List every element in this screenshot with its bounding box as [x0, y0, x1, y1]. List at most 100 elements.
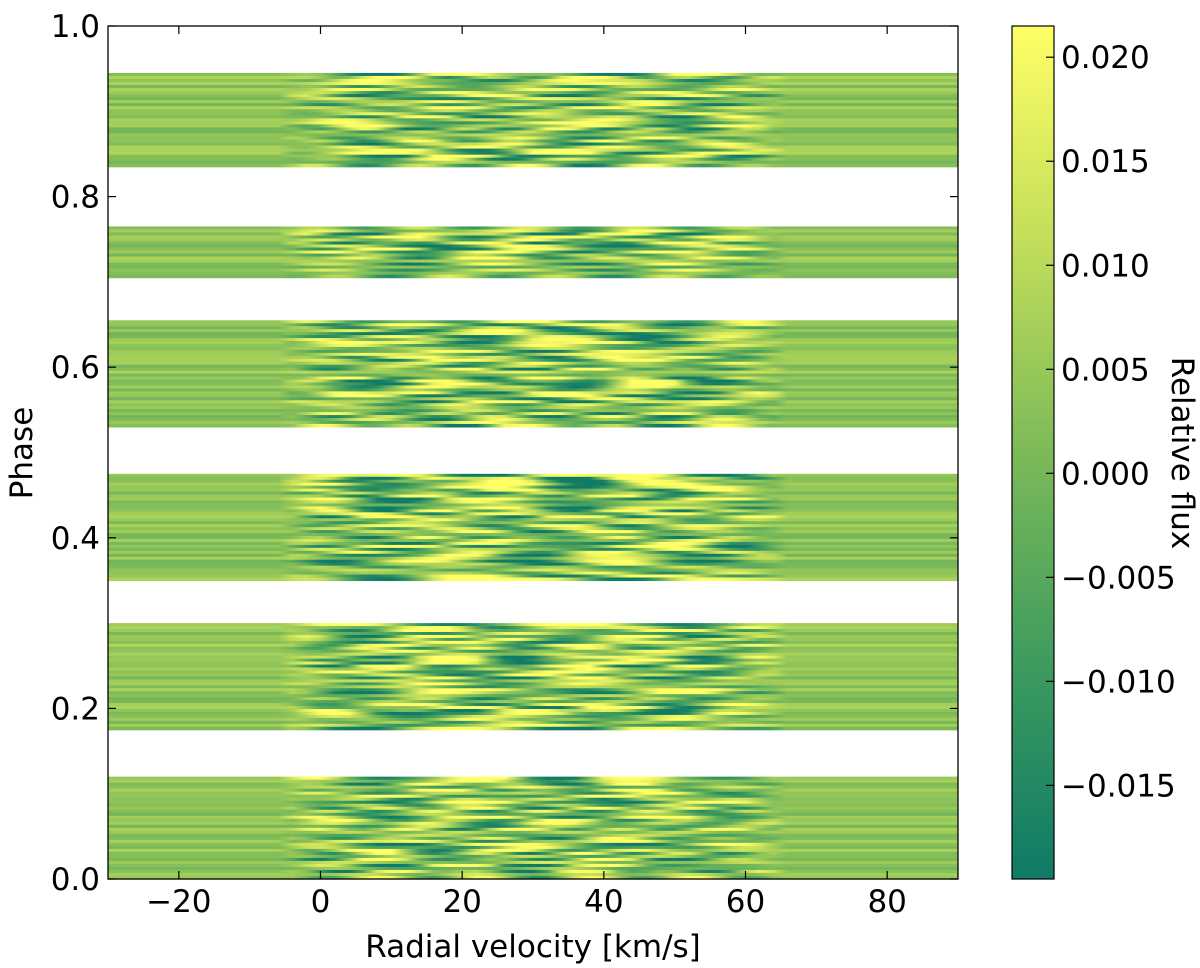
- band-5-row: [108, 121, 958, 125]
- phase-band-1: [108, 623, 958, 731]
- band-3-row: [108, 391, 958, 395]
- band-3-row: [108, 385, 958, 389]
- band-2-row: [108, 559, 958, 564]
- band-4-row: [108, 262, 958, 267]
- band-2-row: [108, 515, 958, 519]
- band-4-row: [108, 256, 958, 261]
- band-3-row: [108, 376, 958, 381]
- band-1-row: [108, 691, 958, 695]
- colorbar-tick-label: 0.015: [1061, 144, 1150, 180]
- band-4-row: [108, 229, 958, 234]
- band-3-row: [108, 423, 958, 428]
- band-5-row: [108, 94, 958, 98]
- band-1-row: [108, 673, 958, 678]
- band-0-row: [108, 803, 958, 808]
- band-3-row: [108, 397, 958, 401]
- band-3-row: [108, 343, 958, 348]
- band-3-row: [108, 415, 958, 419]
- band-1-row: [108, 685, 958, 689]
- y-tick-label: 0.4: [51, 521, 100, 557]
- band-1-row: [108, 623, 958, 627]
- band-2-row: [108, 565, 958, 570]
- band-5-row: [108, 85, 958, 89]
- band-0-row: [108, 863, 958, 868]
- band-5-row: [108, 109, 958, 113]
- band-4-row: [108, 238, 958, 243]
- band-1-row: [108, 688, 958, 692]
- band-3-row: [108, 379, 958, 384]
- band-3-row: [108, 400, 958, 404]
- band-5-row: [108, 157, 958, 162]
- band-5-row: [108, 115, 958, 119]
- band-1-row: [108, 682, 958, 686]
- band-2-row: [108, 536, 958, 540]
- band-0-row: [108, 866, 958, 871]
- phase-band-4: [108, 226, 958, 279]
- band-5-row: [108, 151, 958, 156]
- band-3-row: [108, 346, 958, 351]
- band-2-row: [108, 473, 958, 478]
- band-3-row: [108, 364, 958, 369]
- band-2-row: [108, 556, 958, 561]
- band-0-row: [108, 857, 958, 862]
- band-0-row: [108, 827, 958, 832]
- band-3-row: [108, 409, 958, 413]
- band-1-row: [108, 640, 958, 645]
- band-0-row: [108, 821, 958, 826]
- band-5-row: [108, 97, 958, 101]
- band-4-row: [108, 265, 958, 270]
- band-3-row: [108, 406, 958, 410]
- band-5-row: [108, 139, 958, 144]
- band-2-row: [108, 541, 958, 546]
- band-2-row: [108, 538, 958, 543]
- band-5-row: [108, 72, 958, 77]
- band-0-row: [108, 845, 958, 850]
- band-0-row: [108, 788, 958, 793]
- y-tick-label: 0.0: [51, 862, 100, 898]
- band-0-row: [108, 869, 958, 874]
- band-1-row: [108, 679, 958, 683]
- band-2-row: [108, 512, 958, 516]
- band-1-row: [108, 626, 958, 630]
- band-5-row: [108, 100, 958, 104]
- band-5-row: [108, 88, 958, 92]
- band-5-row: [108, 91, 958, 95]
- band-4-row: [108, 247, 958, 252]
- band-2-row: [108, 491, 958, 496]
- band-1-row: [108, 667, 958, 672]
- band-3-row: [108, 332, 958, 336]
- band-5-row: [108, 103, 958, 107]
- band-0-row: [108, 842, 958, 847]
- band-3-row: [108, 394, 958, 398]
- band-1-row: [108, 726, 958, 731]
- band-0-row: [108, 860, 958, 865]
- plot-frame: [107, 25, 959, 880]
- band-2-row: [108, 500, 958, 505]
- band-1-row: [108, 637, 958, 642]
- band-4-row: [108, 232, 958, 237]
- band-2-row: [108, 497, 958, 502]
- band-2-row: [108, 553, 958, 558]
- band-0-row: [108, 851, 958, 856]
- band-1-row: [108, 655, 958, 660]
- y-tick-label: 1.0: [51, 9, 100, 45]
- band-5-row: [108, 130, 958, 135]
- band-0-row: [108, 872, 958, 877]
- phase-band-2: [108, 473, 958, 582]
- band-3-row: [108, 320, 958, 324]
- band-2-row: [108, 509, 958, 513]
- band-0-row: [108, 785, 958, 790]
- band-1-row: [108, 634, 958, 639]
- band-4-row: [108, 274, 958, 279]
- x-axis-label: Radial velocity [km/s]: [365, 929, 701, 965]
- band-2-row: [108, 550, 958, 555]
- band-1-row: [108, 670, 958, 675]
- band-2-row: [108, 544, 958, 549]
- band-3-row: [108, 338, 958, 342]
- band-3-row: [108, 326, 958, 330]
- band-1-row: [108, 711, 958, 716]
- colorbar-tick-label: −0.010: [1061, 664, 1176, 700]
- band-0-row: [108, 809, 958, 814]
- band-5-row: [108, 148, 958, 153]
- band-0-row: [108, 833, 958, 838]
